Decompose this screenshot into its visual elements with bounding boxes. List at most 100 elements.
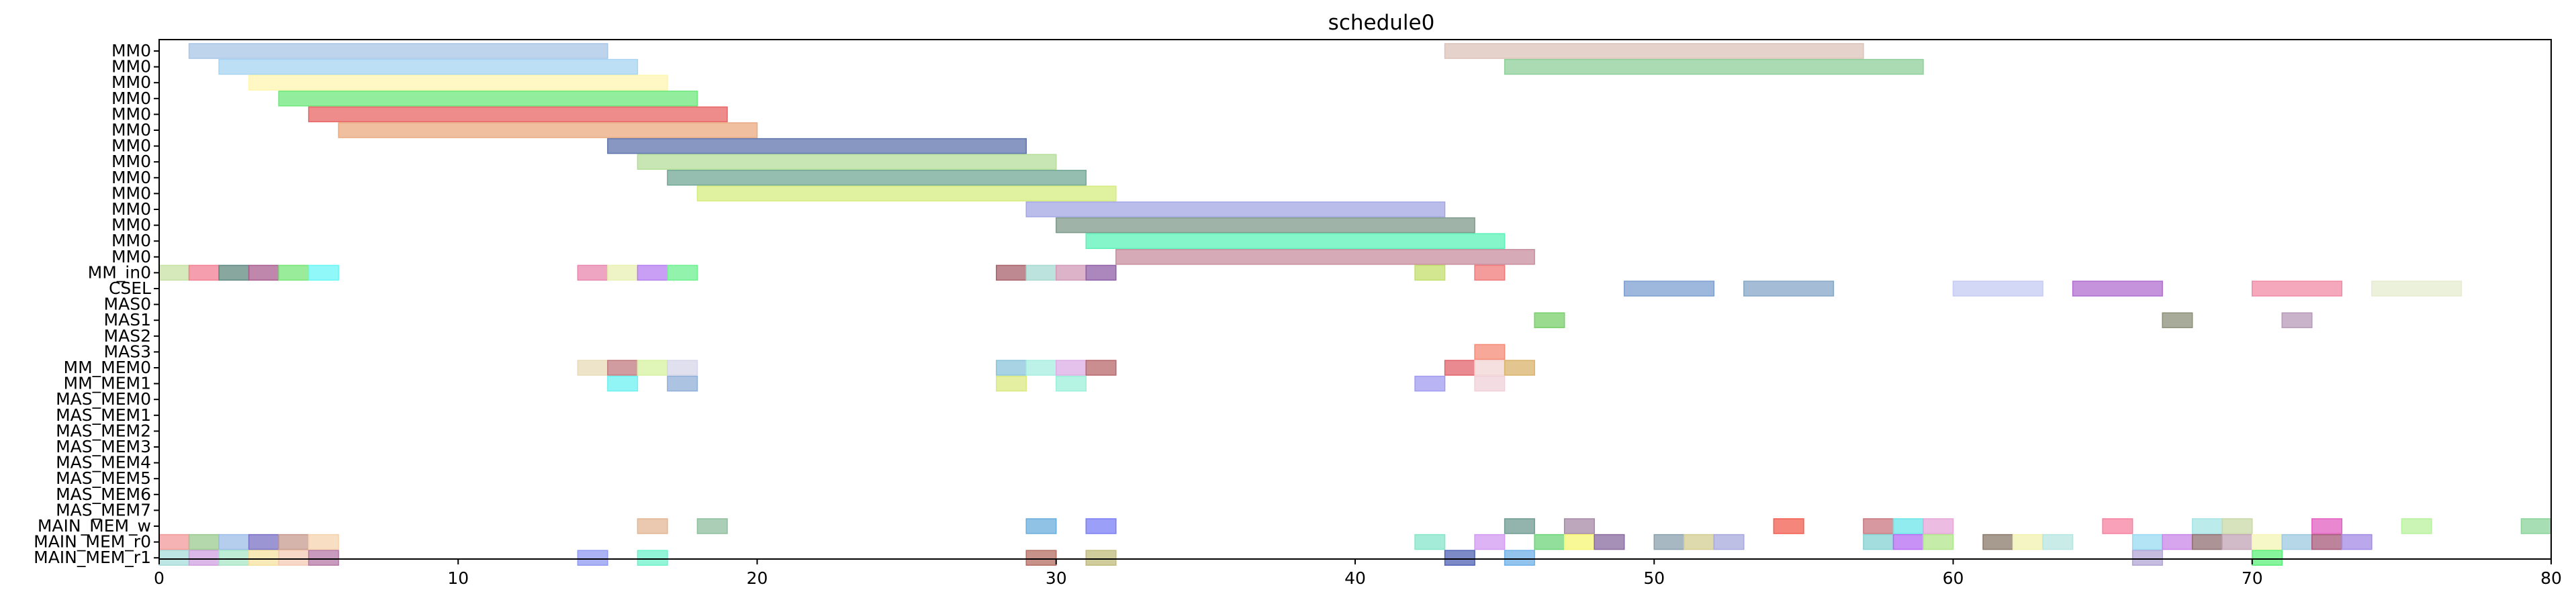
task-bar-95 bbox=[2131, 534, 2163, 550]
row-label-16: MAS0 bbox=[104, 295, 151, 314]
x-tick-label-2: 20 bbox=[747, 568, 768, 588]
task-bar-98 bbox=[2221, 534, 2253, 550]
task-bar-100 bbox=[2281, 534, 2313, 550]
task-bar-65 bbox=[1773, 518, 1804, 534]
row-label-19: MAS3 bbox=[104, 342, 151, 361]
task-bar-104 bbox=[188, 550, 220, 566]
task-bar-38 bbox=[1534, 312, 1565, 328]
x-tick-label-7: 70 bbox=[2242, 568, 2263, 588]
task-bar-23 bbox=[607, 264, 639, 281]
task-bar-68 bbox=[1923, 518, 1954, 534]
task-bar-13 bbox=[1056, 217, 1475, 234]
task-bar-87 bbox=[1684, 534, 1715, 550]
task-bar-58 bbox=[1474, 375, 1506, 392]
task-bar-33 bbox=[1743, 281, 1835, 297]
row-label-29: MAS_MEM7 bbox=[56, 500, 151, 519]
task-bar-8 bbox=[607, 138, 1027, 154]
task-bar-35 bbox=[2072, 281, 2163, 297]
task-bar-90 bbox=[1892, 534, 1924, 550]
task-bar-9 bbox=[637, 154, 1057, 170]
row-label-11: MM0 bbox=[111, 215, 151, 235]
task-bar-88 bbox=[1713, 534, 1745, 550]
task-bar-72 bbox=[2311, 518, 2343, 534]
task-bar-94 bbox=[2042, 534, 2074, 550]
row-label-28: MAS_MEM6 bbox=[56, 485, 151, 504]
task-bar-74 bbox=[2520, 518, 2552, 534]
task-bar-49 bbox=[1085, 360, 1117, 376]
task-bar-64 bbox=[1563, 518, 1595, 534]
task-bar-5 bbox=[278, 91, 698, 107]
row-label-22: MAS_MEM0 bbox=[56, 389, 151, 409]
row-label-23: MAS_MEM1 bbox=[56, 405, 151, 425]
x-axis-ticks: 0 10 20 30 40 50 60 70 80 bbox=[154, 559, 2562, 588]
task-bar-17 bbox=[188, 264, 220, 281]
task-bar-21 bbox=[308, 264, 339, 281]
task-bar-30 bbox=[1414, 264, 1446, 281]
task-bar-12 bbox=[1025, 201, 1446, 217]
task-bar-111 bbox=[1025, 550, 1057, 566]
task-bar-36 bbox=[2252, 281, 2343, 297]
task-bar-115 bbox=[2131, 550, 2163, 566]
row-label-31: MAIN_MEM_r0 bbox=[34, 532, 151, 552]
task-bar-60 bbox=[696, 518, 728, 534]
task-bar-62 bbox=[1085, 518, 1117, 534]
row-label-25: MAS_MEM3 bbox=[56, 437, 151, 456]
task-bar-57 bbox=[1414, 375, 1446, 392]
row-label-20: MM_MEM0 bbox=[64, 358, 151, 377]
row-label-3: MM0 bbox=[111, 89, 151, 108]
task-bar-39 bbox=[2162, 312, 2193, 328]
x-tick-label-5: 50 bbox=[1643, 568, 1665, 588]
row-label-13: MM0 bbox=[111, 247, 151, 266]
task-bar-22 bbox=[577, 264, 608, 281]
task-bar-46 bbox=[995, 360, 1027, 376]
task-bar-20 bbox=[278, 264, 310, 281]
task-bar-48 bbox=[1056, 360, 1087, 376]
task-bars bbox=[158, 43, 2552, 566]
task-bar-79 bbox=[278, 534, 310, 550]
task-bar-15 bbox=[1115, 249, 1535, 265]
task-bar-116 bbox=[2252, 550, 2283, 566]
task-bar-86 bbox=[1653, 534, 1685, 550]
row-label-12: MM0 bbox=[111, 231, 151, 250]
row-label-17: MAS1 bbox=[104, 310, 151, 330]
task-bar-105 bbox=[218, 550, 250, 566]
row-label-1: MM0 bbox=[111, 57, 151, 77]
task-bar-73 bbox=[2401, 518, 2432, 534]
task-bar-31 bbox=[1474, 264, 1506, 281]
task-bar-42 bbox=[577, 360, 608, 376]
x-tick-label-4: 40 bbox=[1344, 568, 1366, 588]
task-bar-4 bbox=[248, 74, 668, 91]
task-bar-91 bbox=[1923, 534, 1954, 550]
task-bar-70 bbox=[2191, 518, 2223, 534]
task-bar-103 bbox=[158, 550, 190, 566]
task-bar-101 bbox=[2311, 534, 2343, 550]
task-bar-112 bbox=[1085, 550, 1117, 566]
task-bar-114 bbox=[1504, 550, 1535, 566]
task-bar-7 bbox=[338, 122, 758, 138]
row-label-10: MM0 bbox=[111, 199, 151, 219]
task-bar-25 bbox=[667, 264, 698, 281]
task-bar-11 bbox=[696, 185, 1117, 202]
task-bar-61 bbox=[1025, 518, 1057, 534]
row-label-4: MM0 bbox=[111, 104, 151, 123]
row-label-8: MM0 bbox=[111, 168, 151, 187]
task-bar-32 bbox=[1623, 281, 1715, 297]
task-bar-3 bbox=[1504, 58, 1924, 75]
row-label-14: MM_in0 bbox=[88, 262, 151, 282]
task-bar-93 bbox=[2012, 534, 2043, 550]
task-bar-89 bbox=[1863, 534, 1894, 550]
task-bar-75 bbox=[158, 534, 190, 550]
row-label-7: MM0 bbox=[111, 152, 151, 171]
task-bar-6 bbox=[308, 106, 728, 123]
task-bar-84 bbox=[1563, 534, 1595, 550]
task-bar-81 bbox=[1414, 534, 1446, 550]
chart-title: schedule0 bbox=[1328, 11, 1435, 35]
task-bar-96 bbox=[2162, 534, 2193, 550]
task-bar-54 bbox=[667, 375, 698, 392]
task-bar-51 bbox=[1474, 360, 1506, 376]
task-bar-113 bbox=[1444, 550, 1475, 566]
x-tick-label-3: 30 bbox=[1046, 568, 1067, 588]
plot-area-frame bbox=[158, 39, 2552, 560]
row-label-32: MAIN_MEM_r1 bbox=[34, 548, 151, 567]
